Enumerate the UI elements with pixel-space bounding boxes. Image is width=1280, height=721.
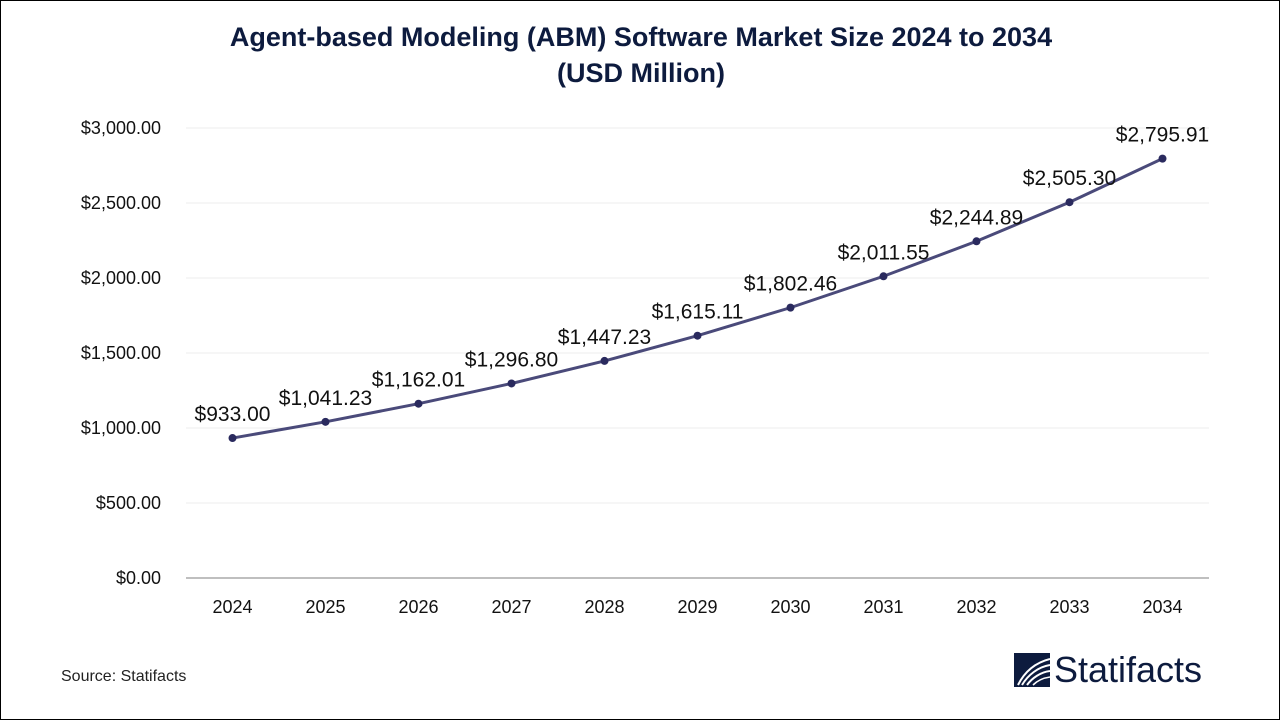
x-axis: 2024 2025 2026 2027 2028 2029 2030 2031 2032 2033… xyxy=(186,577,1209,617)
y-tick-label: $2,500.00 xyxy=(81,193,161,213)
brand-name: Statifacts xyxy=(1054,649,1203,690)
chart-title-line2: (USD Million) xyxy=(557,58,725,88)
x-tick-label: 2024 xyxy=(212,597,252,617)
data-point xyxy=(786,303,795,312)
y-tick-label: $1,500.00 xyxy=(81,343,161,363)
gridlines xyxy=(186,127,1209,504)
data-point xyxy=(600,356,609,365)
y-axis: $0.00 $500.00 $1,000.00 $1,500.00 $2,000.00 $… xyxy=(81,118,161,588)
data-point xyxy=(693,331,702,340)
y-tick-label: $0.00 xyxy=(116,568,161,588)
data-point xyxy=(879,272,888,281)
y-tick-label: $2,000.00 xyxy=(81,268,161,288)
x-tick-label: 2027 xyxy=(491,597,531,617)
statifacts-wave-logo-icon xyxy=(1014,653,1050,687)
x-tick-label: 2031 xyxy=(863,597,903,617)
data-label: $933.00 xyxy=(195,403,271,426)
data-point xyxy=(321,417,330,426)
data-label: $1,447.23 xyxy=(558,326,651,349)
data-label: $2,795.91 xyxy=(1116,124,1209,147)
data-point xyxy=(507,379,516,388)
x-tick-label: 2032 xyxy=(956,597,996,617)
x-tick-label: 2026 xyxy=(398,597,438,617)
x-tick-label: 2030 xyxy=(770,597,810,617)
data-labels: $933.00 $1,041.23$1,162.01$1,296.80$1,447… xyxy=(195,124,1210,426)
x-tick-label: 2025 xyxy=(305,597,345,617)
series-market-size xyxy=(228,154,1167,443)
y-tick-label: $3,000.00 xyxy=(81,118,161,138)
data-point xyxy=(228,434,237,443)
chart-title-line1: Agent-based Modeling (ABM) Software Mark… xyxy=(229,22,1053,52)
data-label: $1,296.80 xyxy=(465,348,558,371)
data-label: $2,011.55 xyxy=(838,241,930,264)
x-tick-label: 2034 xyxy=(1142,597,1182,617)
data-label: $2,244.89 xyxy=(930,206,1023,229)
data-point xyxy=(1158,154,1167,163)
data-label: $1,615.11 xyxy=(652,301,744,324)
y-tick-label: $500.00 xyxy=(96,493,161,513)
x-tick-label: 2028 xyxy=(584,597,624,617)
source-note: Source: Statifacts xyxy=(61,668,187,685)
x-tick-label: 2029 xyxy=(677,597,717,617)
data-label: $1,041.23 xyxy=(279,387,372,410)
data-point xyxy=(1065,198,1074,207)
x-tick-label: 2033 xyxy=(1049,597,1089,617)
brand-logo: Statifacts xyxy=(1014,652,1202,688)
data-point xyxy=(972,237,981,246)
chart-title: Agent-based Modeling (ABM) Software Mark… xyxy=(141,19,1141,91)
data-point xyxy=(414,399,423,408)
data-label: $2,505.30 xyxy=(1023,167,1116,190)
data-label: $1,162.01 xyxy=(372,369,465,392)
y-tick-label: $1,000.00 xyxy=(81,418,161,438)
data-label: $1,802.46 xyxy=(744,273,837,296)
